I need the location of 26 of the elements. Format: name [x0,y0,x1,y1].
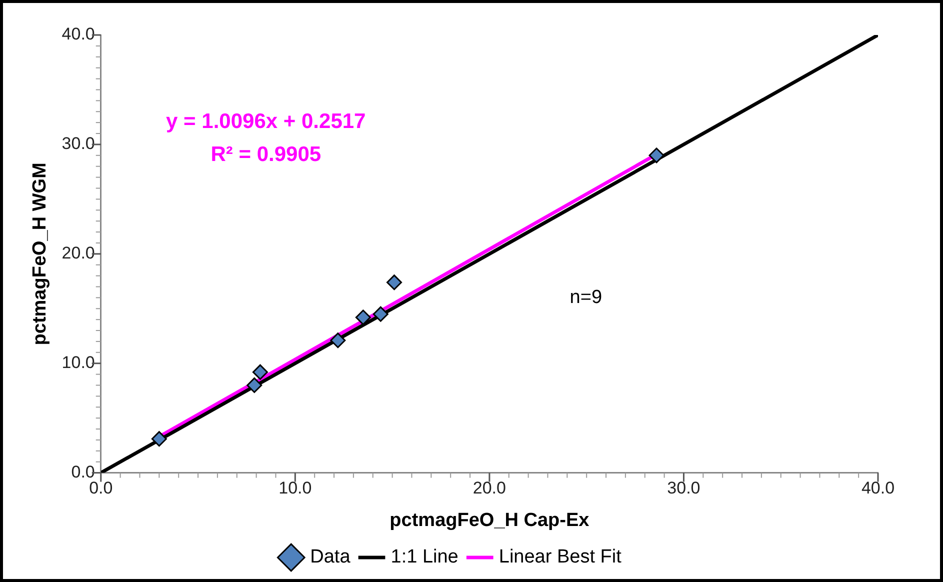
point [372,306,388,322]
annotation: R² = 0.9905 [210,142,322,166]
annotation: y = 1.0096x + 0.2517 [166,110,366,133]
x-tick-label: 20.0 [472,478,506,498]
legend-label: 1:1 Line [390,546,458,568]
point [252,364,268,380]
point [386,274,402,290]
point [330,332,346,348]
y-tick-label: 40.0 [62,24,95,44]
point [246,377,262,393]
y-tick-label: 10.0 [62,353,95,372]
point [648,148,664,164]
x-tick-label: 40.0 [861,478,895,498]
x-axis-title: pctmagFeO_H Cap-Ex [390,510,590,531]
y-tick-label: 0.0 [71,462,95,482]
x-tick-label: 0.0 [89,478,113,498]
legend-label: Data [310,546,351,568]
annotation: n=9 [570,287,602,308]
y-axis-title: pctmagFeO_H WGM [30,162,51,346]
legend-label: Linear Best Fit [498,546,622,568]
x-tick-label: 30.0 [667,478,700,498]
point [151,431,167,447]
point [355,310,371,326]
x-tick-label: 10.0 [278,478,312,498]
y-tick-label: 20.0 [62,244,95,263]
y-tick-label: 30.0 [62,134,95,154]
